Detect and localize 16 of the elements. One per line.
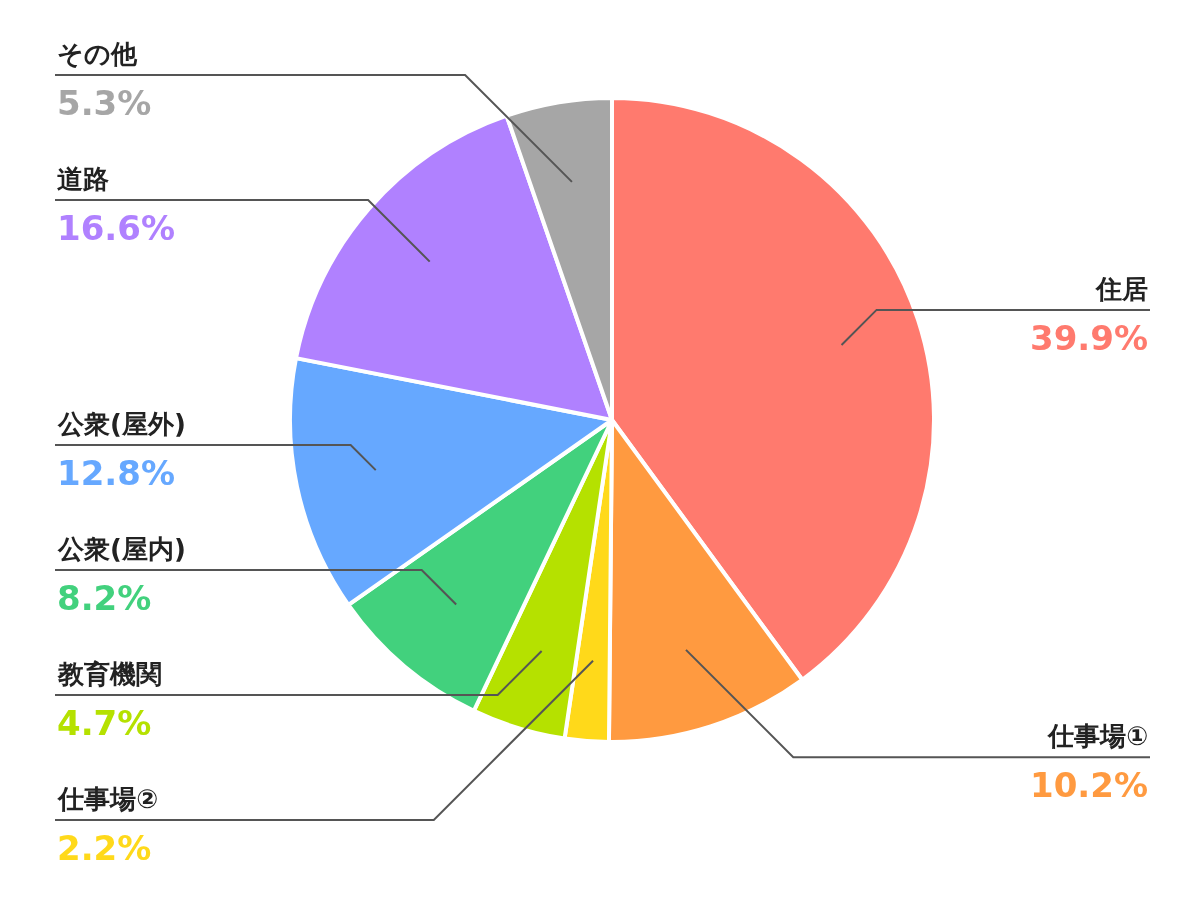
slice-label: 公衆(屋外) xyxy=(57,409,186,439)
slice-label: 仕事場① xyxy=(1047,721,1149,751)
data-label: 8.2% xyxy=(57,578,152,618)
data-label: 12.8% xyxy=(57,453,175,493)
slice-label: 道路 xyxy=(57,164,109,194)
data-label: 5.3% xyxy=(57,83,152,123)
data-label: 39.9% xyxy=(1030,318,1148,358)
slice-label: 住居 xyxy=(1095,274,1148,304)
slice-label: 公衆(屋内) xyxy=(57,534,186,564)
data-label: 16.6% xyxy=(57,208,175,248)
data-label: 2.2% xyxy=(57,828,152,868)
slice-label: 仕事場② xyxy=(57,784,159,814)
data-label: 4.7% xyxy=(57,703,152,743)
slice-label: 教育機関 xyxy=(57,659,162,689)
data-label: 10.2% xyxy=(1030,765,1148,805)
slice-label: その他 xyxy=(57,39,138,69)
